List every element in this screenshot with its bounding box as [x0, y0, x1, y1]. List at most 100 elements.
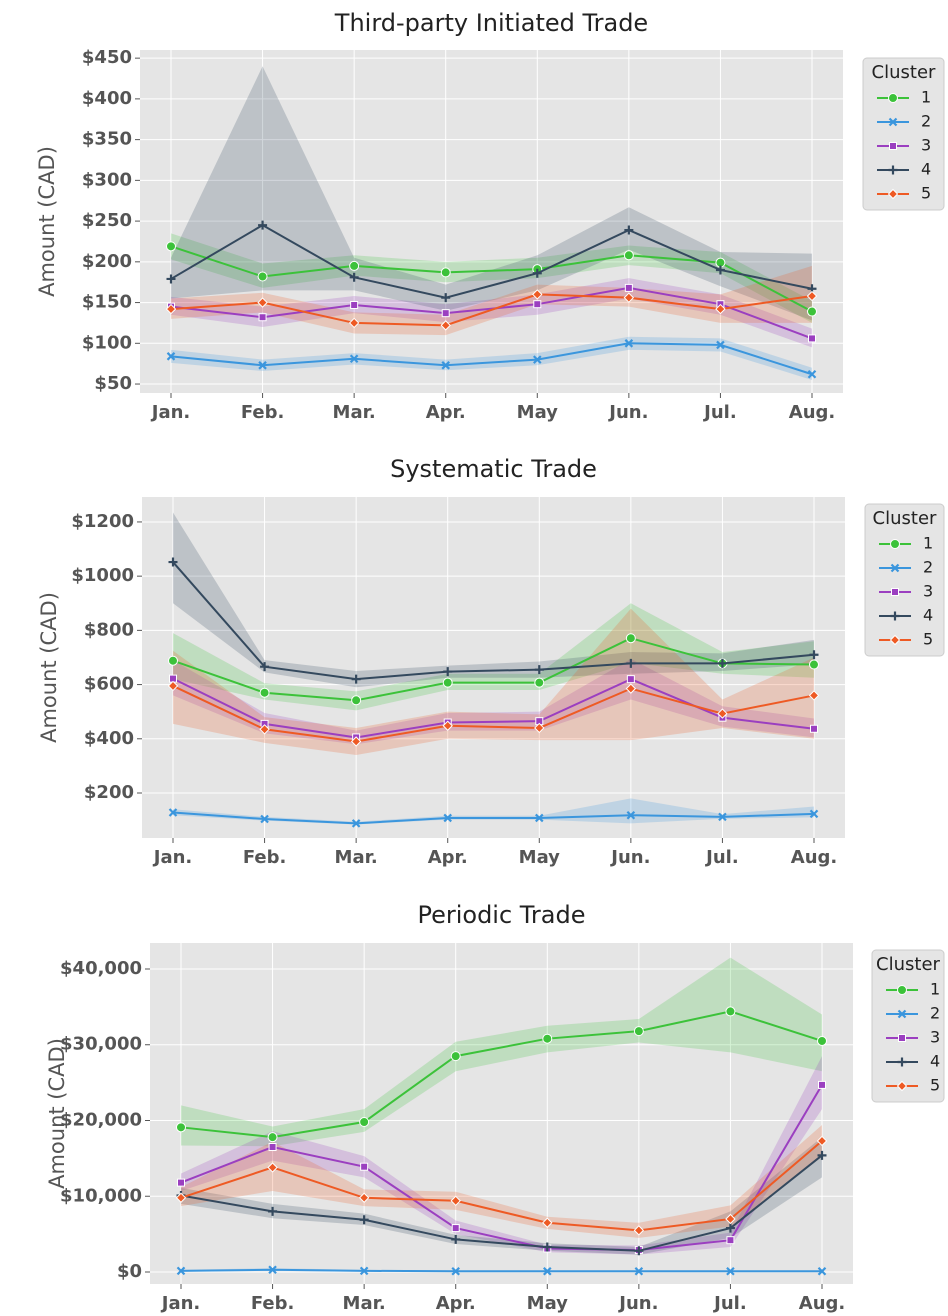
legend-label: 5	[930, 1076, 940, 1095]
y-tick-label: $400	[84, 728, 134, 749]
marker	[817, 1150, 827, 1160]
confidence-band	[171, 336, 812, 380]
marker	[717, 658, 727, 668]
marker	[624, 339, 634, 348]
marker	[535, 813, 544, 823]
legend-label: 1	[921, 88, 931, 107]
legend-marker	[889, 142, 897, 150]
marker	[533, 300, 542, 309]
legend-marker	[888, 117, 898, 127]
marker	[442, 677, 453, 688]
marker	[260, 662, 270, 672]
y-tick-label: $300	[82, 169, 132, 190]
marker	[358, 1192, 370, 1203]
marker	[817, 1266, 827, 1276]
y-tick-label: $450	[82, 47, 132, 68]
x-tick-label: Apr.	[436, 1293, 476, 1314]
legend-title: Cluster	[876, 954, 940, 975]
marker	[168, 655, 178, 666]
marker	[633, 1026, 644, 1037]
y-tick-label: $50	[94, 373, 132, 394]
legend-marker	[891, 588, 899, 596]
marker	[441, 293, 451, 303]
marker	[543, 1266, 552, 1276]
y-tick-label: $40,000	[60, 958, 142, 979]
confidence-band	[181, 1125, 822, 1238]
x-tick-label: Jan.	[160, 1293, 201, 1314]
x-tick-label: Apr.	[426, 402, 466, 423]
y-tick-label: $0	[117, 1261, 142, 1282]
confidence-band	[173, 603, 814, 711]
y-axis-label: Amount (CAD)	[45, 1038, 69, 1189]
marker	[443, 667, 453, 677]
y-tick-label: $400	[82, 88, 132, 109]
y-tick-label: $1200	[71, 511, 134, 532]
x-tick-label: Jul.	[712, 1293, 747, 1314]
x-tick-label: Jan.	[150, 402, 191, 423]
marker	[817, 1035, 827, 1046]
marker	[633, 1225, 645, 1236]
series-line	[172, 637, 815, 702]
subplot: Systematic Trade Amount (CAD) $200 $400 $600…	[37, 455, 945, 868]
legend-marker	[888, 93, 898, 103]
marker	[626, 658, 636, 668]
marker	[351, 695, 362, 706]
series-line	[172, 677, 815, 739]
legend-marker	[897, 1009, 907, 1019]
marker	[634, 1266, 644, 1276]
x-tick-label: Feb.	[243, 847, 287, 868]
marker	[258, 220, 268, 230]
legend-label: 1	[923, 534, 933, 553]
series-line	[170, 224, 813, 299]
marker	[725, 1006, 736, 1017]
marker	[451, 1234, 461, 1244]
series-line	[180, 1268, 822, 1273]
marker	[623, 292, 635, 303]
series-line	[170, 293, 813, 327]
series-line	[172, 811, 815, 825]
marker	[443, 813, 452, 823]
marker	[625, 683, 637, 694]
x-tick-label: May	[517, 402, 559, 423]
marker	[350, 301, 359, 310]
x-tick-label: Mar.	[335, 847, 378, 868]
legend-marker	[888, 165, 898, 175]
marker	[349, 260, 360, 271]
marker	[624, 283, 633, 292]
legend-label: 4	[930, 1052, 940, 1071]
confidence-band	[181, 957, 822, 1147]
x-tick-label: Jun.	[607, 402, 648, 423]
marker	[267, 1162, 278, 1173]
x-tick-label: Aug.	[799, 1293, 845, 1314]
legend-label: 1	[930, 980, 940, 999]
x-tick-label: Jul.	[702, 402, 737, 423]
legend-marker	[897, 1057, 907, 1067]
marker	[532, 268, 542, 278]
legend-title: Cluster	[873, 508, 937, 529]
marker	[451, 1224, 460, 1233]
marker	[715, 265, 725, 275]
marker	[259, 724, 270, 735]
marker	[168, 557, 178, 567]
y-tick-label: $350	[82, 129, 132, 150]
confidence-band	[173, 798, 814, 825]
marker	[816, 1135, 828, 1147]
marker	[348, 317, 360, 329]
marker	[351, 674, 361, 684]
marker	[258, 313, 267, 322]
marker	[623, 250, 634, 261]
marker	[166, 352, 176, 361]
marker	[725, 1213, 736, 1225]
marker	[534, 677, 545, 688]
legend-marker	[890, 539, 900, 549]
marker	[267, 1132, 278, 1143]
marker	[257, 297, 268, 308]
marker	[349, 272, 359, 282]
legend-label: 4	[923, 606, 933, 625]
marker	[359, 1117, 370, 1128]
series-line	[180, 1140, 823, 1232]
legend-label: 3	[921, 136, 931, 155]
x-tick-label: Aug.	[789, 402, 835, 423]
marker	[625, 633, 636, 644]
